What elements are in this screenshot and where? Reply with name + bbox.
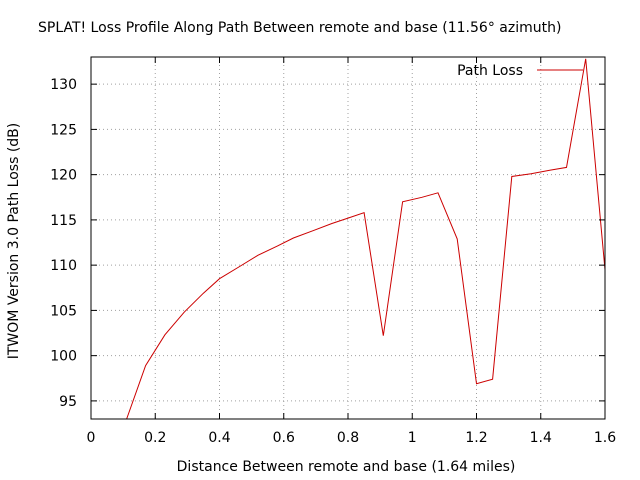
y-tick-label: 100 — [50, 349, 77, 365]
y-tick-label: 95 — [59, 394, 77, 410]
path-loss-line — [126, 58, 605, 419]
x-tick-label: 1.2 — [465, 430, 487, 446]
grid-lines — [91, 57, 605, 419]
legend: Path Loss — [457, 63, 583, 79]
y-axis-label: ITWOM Version 3.0 Path Loss (dB) — [6, 123, 22, 360]
legend-label: Path Loss — [457, 63, 523, 79]
chart-title: SPLAT! Loss Profile Along Path Between r… — [38, 20, 561, 36]
y-tick-label: 130 — [50, 77, 77, 93]
plot-area — [126, 58, 605, 419]
axis-ticks — [90, 57, 606, 419]
x-tick-label: 0.4 — [208, 430, 230, 446]
x-tick-label: 0.8 — [337, 430, 359, 446]
x-tick-labels: 0 0.2 0.4 0.6 0.8 1 1.2 1.4 1.6 — [87, 430, 617, 446]
y-tick-label: 120 — [50, 168, 77, 184]
x-axis-label: Distance Between remote and base (1.64 m… — [177, 459, 516, 475]
x-tick-label: 0.2 — [144, 430, 166, 446]
y-tick-label: 115 — [50, 213, 77, 229]
y-tick-label: 110 — [50, 258, 77, 274]
x-tick-label: 1.6 — [594, 430, 616, 446]
x-tick-label: 1.4 — [530, 430, 552, 446]
y-tick-label: 105 — [50, 303, 77, 319]
x-tick-label: 0.6 — [273, 430, 295, 446]
x-tick-label: 0 — [87, 430, 96, 446]
y-tick-label: 125 — [50, 122, 77, 138]
y-tick-labels: 95 100 105 110 115 120 125 130 — [50, 77, 77, 410]
x-tick-label: 1 — [408, 430, 417, 446]
